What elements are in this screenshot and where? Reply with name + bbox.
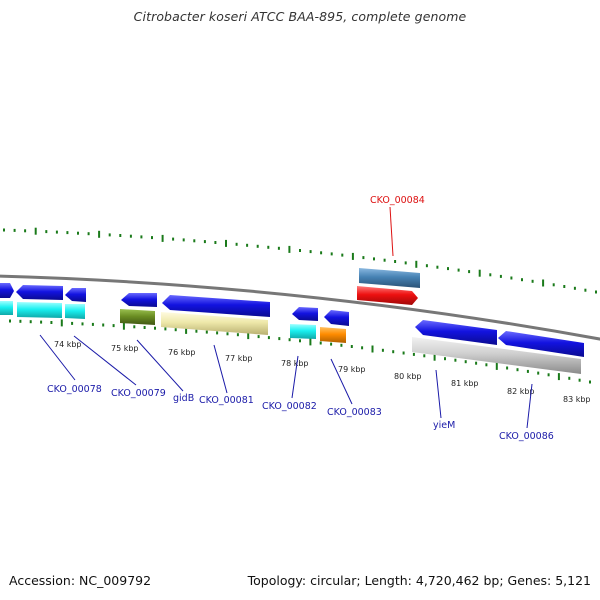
gene-cko-00081-arrow[interactable]	[121, 293, 157, 307]
feature-cyan-4[interactable]	[290, 324, 316, 339]
gene-cko-00078-arrow[interactable]	[0, 283, 14, 298]
feature-olive[interactable]	[120, 309, 155, 325]
gene-label-cko-00082[interactable]: CKO_00082	[262, 401, 317, 412]
scale-labels: 74 kbp 75 kbp 76 kbp 77 kbp 78 kbp 79 kb…	[54, 340, 591, 404]
gene-gidb-arrow[interactable]	[65, 288, 86, 302]
feature-cyan-3[interactable]	[65, 304, 85, 319]
gene-cko-00086-arrow[interactable]	[498, 331, 584, 357]
scale-label: 74 kbp	[54, 340, 82, 349]
scale-label: 80 kbp	[394, 372, 422, 381]
scale-label: 76 kbp	[168, 348, 196, 357]
scale-label: 83 kbp	[563, 395, 591, 404]
feature-orange[interactable]	[320, 327, 346, 343]
gene-cko-00082-arrow[interactable]	[162, 295, 270, 317]
scale-label: 82 kbp	[507, 387, 535, 396]
feature-khaki[interactable]	[161, 312, 268, 335]
gene-cko-00083b-arrow[interactable]	[324, 310, 349, 326]
map-title: Citrobacter koseri ATCC BAA-895, complet…	[133, 9, 467, 24]
scale-label: 81 kbp	[451, 379, 479, 388]
gene-label-cko-00084[interactable]: CKO_00084	[370, 195, 425, 206]
feature-cyan-2[interactable]	[17, 302, 62, 318]
scale-label: 79 kbp	[338, 365, 366, 374]
gene-label-gidb[interactable]: gidB	[173, 393, 194, 404]
gene-cko-00079-arrow[interactable]	[16, 285, 63, 300]
topology-summary: Topology: circular; Length: 4,720,462 bp…	[247, 573, 591, 588]
scale-label: 77 kbp	[225, 354, 253, 363]
genome-backbone	[0, 274, 600, 341]
gene-yiem-arrow[interactable]	[415, 320, 497, 345]
gene-label-cko-00086[interactable]: CKO_00086	[499, 431, 554, 442]
gene-labels: CKO_00078 CKO_00079 gidB CKO_00081 CKO_0…	[47, 195, 554, 442]
feature-cyan-1[interactable]	[0, 301, 13, 315]
feature-gray[interactable]	[412, 337, 581, 374]
gene-label-cko-00083[interactable]: CKO_00083	[327, 407, 382, 418]
gene-label-cko-00078[interactable]: CKO_00078	[47, 384, 102, 395]
accession-label: Accession: NC_009792	[9, 573, 152, 588]
scale-label: 75 kbp	[111, 344, 139, 353]
label-leaders	[39, 206, 533, 429]
gene-label-cko-00081[interactable]: CKO_00081	[199, 395, 254, 406]
gene-cko-00083-arrow[interactable]	[292, 307, 318, 321]
gene-label-cko-00079[interactable]: CKO_00079	[111, 388, 166, 399]
gene-cko-00084-box[interactable]	[359, 268, 420, 288]
gene-label-yiem[interactable]: yieM	[433, 420, 455, 431]
outer-tick-row	[3, 227, 597, 294]
scale-label: 78 kbp	[281, 359, 309, 368]
gene-cko-00084-arrow[interactable]	[357, 286, 418, 305]
